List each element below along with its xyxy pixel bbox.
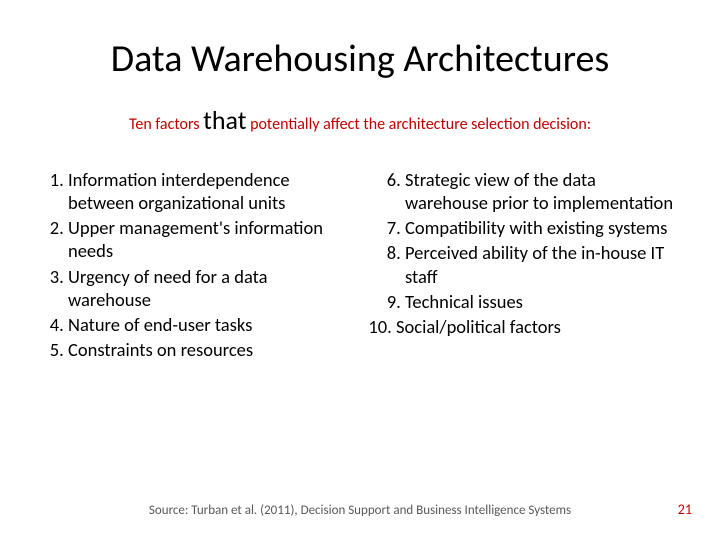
- subtitle: Ten factors that potentially affect the …: [40, 104, 680, 136]
- list-item: Compatibility with existing systems: [405, 216, 680, 239]
- list-item: Information interdependence between orga…: [68, 168, 351, 214]
- list-item: Strategic view of the data warehouse pri…: [405, 168, 680, 214]
- right-column: Strategic view of the data warehouse pri…: [369, 168, 680, 363]
- page-number: 21: [678, 501, 692, 518]
- slide: Data Warehousing Architectures Ten facto…: [0, 0, 720, 540]
- list-item: Urgency of need for a data warehouse: [68, 265, 351, 311]
- left-column: Information interdependence between orga…: [40, 168, 351, 363]
- source-citation: Source: Turban et al. (2011), Decision S…: [0, 503, 720, 518]
- list-item: Perceived ability of the in-house IT sta…: [405, 241, 680, 287]
- subtitle-suffix: potentially affect the architecture sele…: [246, 115, 591, 134]
- list-item: Nature of end-user tasks: [68, 313, 351, 336]
- list-item: Technical issues: [405, 290, 680, 313]
- right-list: Strategic view of the data warehouse pri…: [369, 168, 680, 338]
- subtitle-that: that: [203, 104, 246, 136]
- page-title: Data Warehousing Architectures: [40, 36, 680, 82]
- left-list: Information interdependence between orga…: [40, 168, 351, 361]
- list-item: Social/political factors: [396, 315, 680, 338]
- columns-container: Information interdependence between orga…: [40, 168, 680, 363]
- list-item: Upper management's information needs: [68, 216, 351, 262]
- subtitle-prefix: Ten factors: [129, 115, 203, 134]
- list-item: Constraints on resources: [68, 338, 351, 361]
